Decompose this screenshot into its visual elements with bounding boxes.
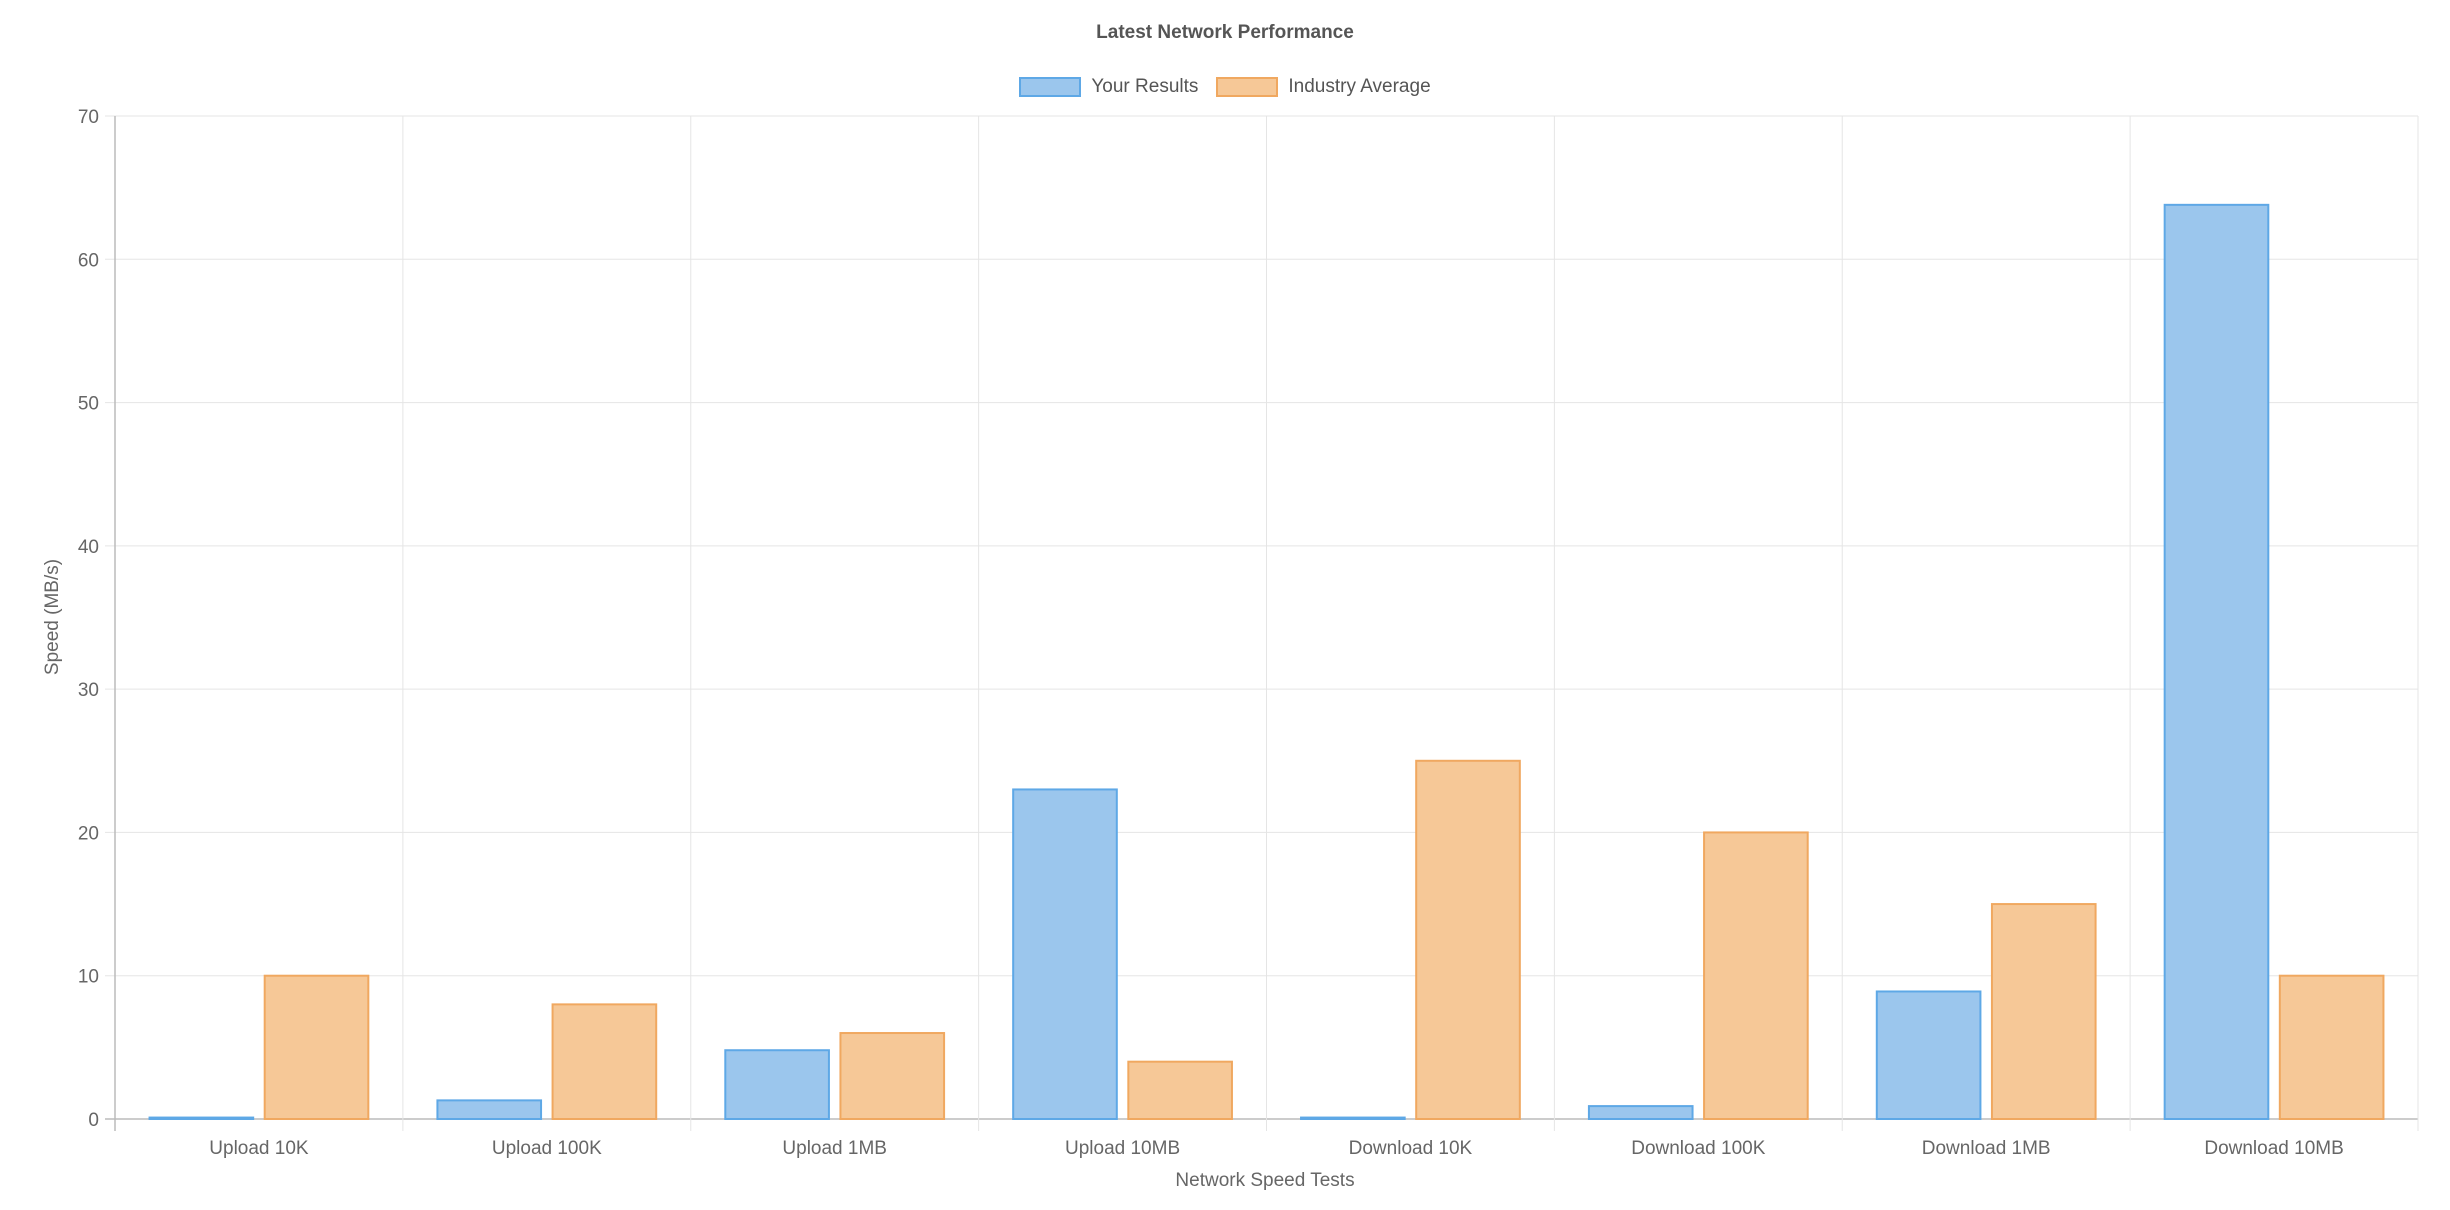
bar-industry-average[interactable]: [1415, 759, 1521, 1120]
legend-item-your-results[interactable]: Your Results: [1019, 76, 1198, 98]
y-tick-label: 0: [88, 1110, 99, 1131]
x-tick-label: Download 10MB: [2204, 1138, 2343, 1159]
bar-your-results[interactable]: [148, 1116, 255, 1120]
x-tick-label: Download 1MB: [1922, 1138, 2051, 1159]
y-tick-label: 50: [78, 394, 99, 415]
legend-swatch-industry-average: [1216, 77, 1279, 97]
x-tick-label: Upload 10MB: [1065, 1138, 1180, 1159]
axes: 0 10 20 30 40 50 60 70 Upload 10K Upload 100K Uplo…: [78, 107, 2344, 1159]
x-tick-label: Download 10K: [1349, 1138, 1473, 1159]
x-tick-label: Upload 1MB: [782, 1138, 887, 1159]
y-axis-title: Speed (MB/s): [42, 559, 63, 675]
bars: [148, 203, 2385, 1121]
x-tick-label: Upload 100K: [492, 1138, 602, 1159]
legend-label-your-results: Your Results: [1091, 76, 1199, 97]
bar-industry-average[interactable]: [839, 1032, 946, 1120]
bar-industry-average[interactable]: [551, 1003, 658, 1120]
legend: Your Results Industry Average: [0, 76, 2450, 98]
x-tick-label: Download 100K: [1631, 1138, 1765, 1159]
bar-industry-average[interactable]: [1703, 831, 1809, 1121]
y-tick-label: 40: [78, 537, 99, 558]
legend-item-industry-average[interactable]: Industry Average: [1216, 76, 1431, 98]
bar-your-results[interactable]: [1587, 1105, 1694, 1120]
y-tick-label: 20: [78, 823, 99, 844]
bar-your-results[interactable]: [1300, 1116, 1406, 1120]
bar-industry-average[interactable]: [1127, 1060, 1233, 1120]
y-tick-label: 30: [78, 680, 99, 701]
legend-swatch-your-results: [1019, 77, 1082, 97]
bar-your-results[interactable]: [724, 1049, 830, 1121]
x-axis-title: Network Speed Tests: [1175, 1170, 1354, 1191]
legend-label-industry-average: Industry Average: [1288, 76, 1431, 97]
y-tick-label: 60: [78, 250, 99, 271]
bar-your-results[interactable]: [1012, 788, 1118, 1120]
x-tick-label: Upload 10K: [209, 1138, 309, 1159]
y-tick-label: 70: [78, 107, 99, 128]
bar-industry-average[interactable]: [2278, 974, 2385, 1121]
y-tick-label: 10: [78, 967, 99, 988]
bar-industry-average[interactable]: [263, 974, 370, 1121]
bar-your-results[interactable]: [1875, 990, 1982, 1120]
chart-title: Latest Network Performance: [1096, 22, 1354, 43]
bar-industry-average[interactable]: [1990, 903, 2097, 1120]
bar-your-results[interactable]: [2163, 203, 2270, 1120]
bar-your-results[interactable]: [436, 1099, 543, 1120]
